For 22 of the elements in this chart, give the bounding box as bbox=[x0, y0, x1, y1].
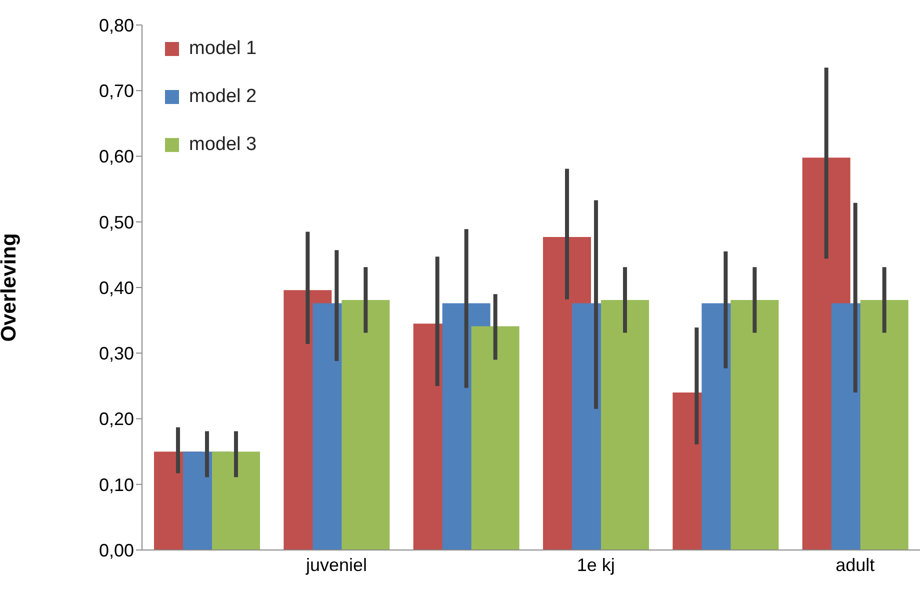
y-tick-label: 0,70 bbox=[98, 81, 134, 102]
bar bbox=[860, 300, 908, 550]
y-tick-label: 0,10 bbox=[98, 474, 134, 495]
bar bbox=[730, 300, 779, 550]
bar bbox=[471, 326, 520, 550]
y-tick-label: 0,20 bbox=[98, 409, 134, 430]
x-tick-label: juveniel bbox=[304, 554, 368, 575]
x-tick-label: adult bbox=[836, 554, 875, 575]
y-tick-label: 0,60 bbox=[98, 146, 134, 167]
bar bbox=[601, 300, 649, 550]
legend-label: model 2 bbox=[189, 86, 257, 108]
bar bbox=[212, 452, 260, 550]
y-tick-label: 0,80 bbox=[98, 15, 134, 36]
y-tick-label: 0,00 bbox=[98, 540, 134, 560]
y-tick-label: 0,30 bbox=[98, 344, 134, 364]
y-tick-label: 0,50 bbox=[98, 212, 134, 232]
y-axis-title: Overleving bbox=[0, 233, 20, 342]
y-tick-label: 0,40 bbox=[98, 278, 134, 298]
legend-label: model 3 bbox=[189, 134, 257, 156]
x-tick-label: 1e kj bbox=[576, 554, 615, 575]
legend-label: model 1 bbox=[189, 38, 257, 60]
bar bbox=[342, 300, 390, 550]
